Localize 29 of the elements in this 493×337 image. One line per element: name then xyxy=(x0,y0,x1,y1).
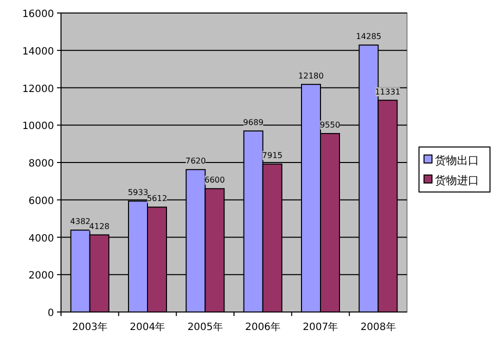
data-label: 7915 xyxy=(262,151,283,160)
y-tick-label: 12000 xyxy=(22,84,54,95)
x-tick-label: 2006年 xyxy=(245,321,281,333)
y-tick-label: 6000 xyxy=(28,196,54,207)
x-tick-label: 2007年 xyxy=(302,321,338,333)
x-tick-label: 2004年 xyxy=(130,321,166,333)
y-tick-label: 14000 xyxy=(22,46,54,58)
data-label: 4128 xyxy=(89,222,110,231)
data-label: 6600 xyxy=(204,176,225,185)
data-label: 12180 xyxy=(298,71,324,80)
x-tick-label: 2003年 xyxy=(72,321,108,333)
data-label: 9689 xyxy=(243,118,264,127)
y-tick-label: 2000 xyxy=(28,270,54,282)
data-label: 11331 xyxy=(374,87,400,96)
data-label: 5612 xyxy=(146,194,168,204)
y-tick-label: 0 xyxy=(48,308,54,319)
x-tick-label: 2008年 xyxy=(360,321,396,333)
data-label: 4382 xyxy=(70,217,91,226)
data-label: 5933 xyxy=(128,188,148,198)
data-label: 14285 xyxy=(356,32,382,42)
data-label: 7620 xyxy=(185,156,206,166)
legend-label: 货物进口 xyxy=(435,174,479,187)
y-tick-label: 10000 xyxy=(22,121,54,132)
y-tick-label: 16000 xyxy=(22,9,54,20)
y-tick-label: 8000 xyxy=(28,158,54,170)
y-tick-label: 4000 xyxy=(28,233,54,244)
data-label: 9550 xyxy=(320,120,340,130)
x-tick-label: 2005年 xyxy=(187,321,223,333)
legend-label: 货物出口 xyxy=(435,154,479,167)
